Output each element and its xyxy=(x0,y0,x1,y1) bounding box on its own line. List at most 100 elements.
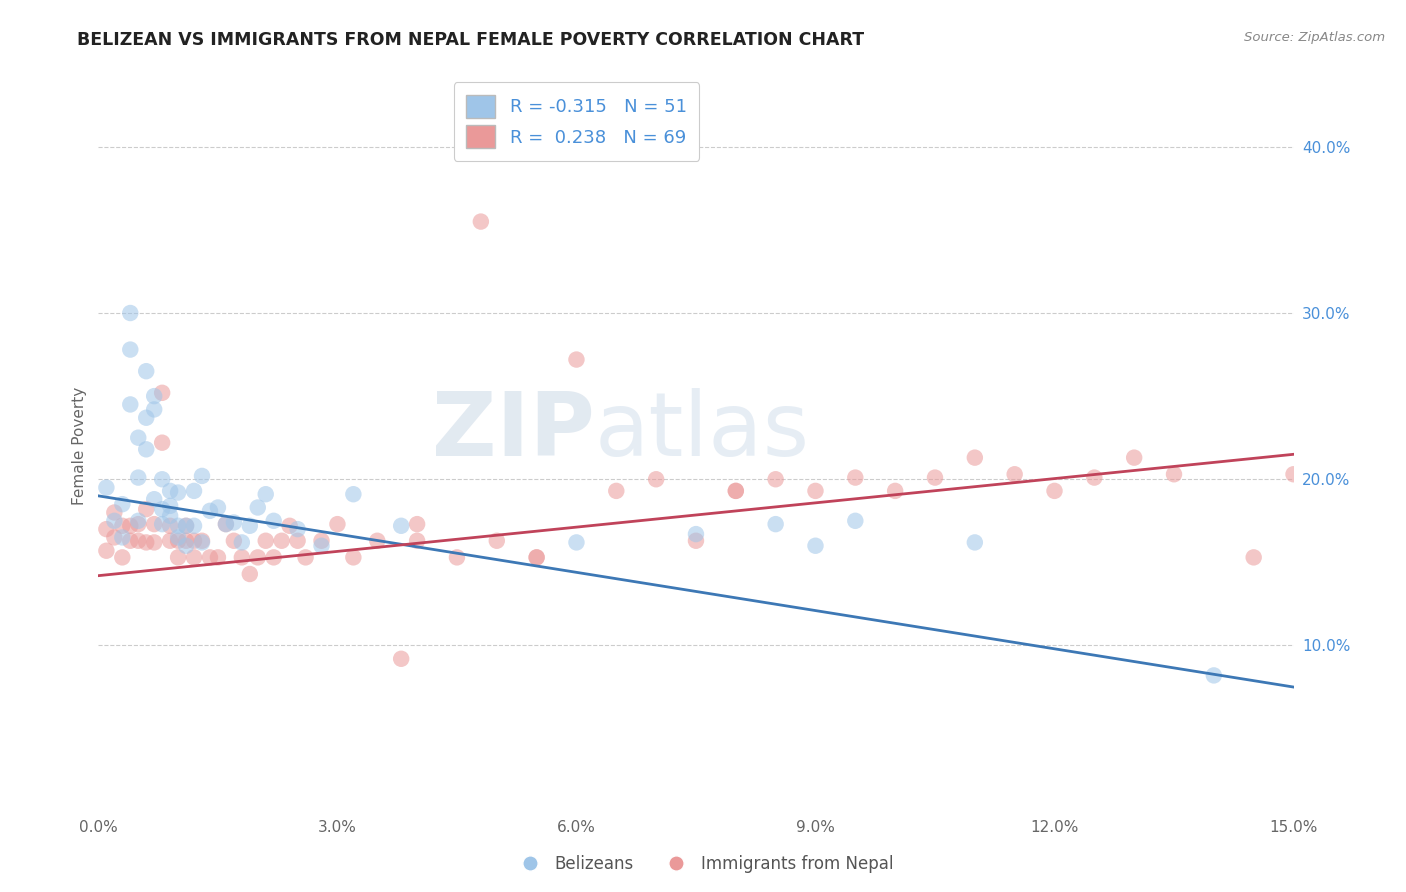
Point xyxy=(263,514,285,528)
Point xyxy=(342,550,364,565)
Point xyxy=(270,533,292,548)
Point xyxy=(1043,483,1066,498)
Point xyxy=(167,550,190,565)
Point xyxy=(120,533,142,548)
Point xyxy=(127,514,149,528)
Point xyxy=(127,517,149,532)
Point xyxy=(135,410,157,425)
Point xyxy=(1004,467,1026,482)
Legend: R = -0.315   N = 51, R =  0.238   N = 69: R = -0.315 N = 51, R = 0.238 N = 69 xyxy=(454,82,699,161)
Point xyxy=(198,504,221,518)
Point xyxy=(924,470,946,484)
Point xyxy=(1083,470,1105,484)
Point xyxy=(804,483,827,498)
Point xyxy=(963,535,986,549)
Point xyxy=(135,364,157,378)
Point xyxy=(565,352,588,367)
Point xyxy=(127,470,149,484)
Point xyxy=(191,533,214,548)
Point xyxy=(159,508,181,523)
Point xyxy=(263,550,285,565)
Point xyxy=(167,530,190,544)
Point xyxy=(287,533,309,548)
Point xyxy=(231,535,253,549)
Point xyxy=(254,487,277,501)
Point xyxy=(1163,467,1185,482)
Text: ZIP: ZIP xyxy=(432,388,595,475)
Point xyxy=(120,397,142,411)
Point xyxy=(111,518,134,533)
Point xyxy=(765,517,787,532)
Point xyxy=(884,483,907,498)
Point xyxy=(207,550,229,565)
Point xyxy=(406,517,429,532)
Point xyxy=(246,500,269,515)
Point xyxy=(1202,668,1225,682)
Point xyxy=(804,539,827,553)
Point xyxy=(446,550,468,565)
Point xyxy=(246,550,269,565)
Point xyxy=(167,518,190,533)
Point xyxy=(605,483,627,498)
Y-axis label: Female Poverty: Female Poverty xyxy=(72,387,87,505)
Point xyxy=(103,530,125,544)
Point xyxy=(366,533,388,548)
Point xyxy=(294,550,316,565)
Legend: Belizeans, Immigrants from Nepal: Belizeans, Immigrants from Nepal xyxy=(506,848,900,880)
Point xyxy=(183,483,205,498)
Point xyxy=(215,517,238,532)
Point xyxy=(103,514,125,528)
Point xyxy=(326,517,349,532)
Point xyxy=(215,517,238,532)
Point xyxy=(127,431,149,445)
Point xyxy=(342,487,364,501)
Point xyxy=(150,435,173,450)
Point xyxy=(96,522,118,536)
Point xyxy=(183,550,205,565)
Point xyxy=(174,518,197,533)
Point xyxy=(231,550,253,565)
Point xyxy=(1282,467,1305,482)
Point xyxy=(135,535,157,549)
Point xyxy=(159,499,181,513)
Point xyxy=(198,550,221,565)
Point xyxy=(526,550,548,565)
Point xyxy=(174,518,197,533)
Point xyxy=(135,442,157,457)
Point xyxy=(96,543,118,558)
Point xyxy=(111,530,134,544)
Point xyxy=(389,652,412,666)
Point xyxy=(159,483,181,498)
Point xyxy=(765,472,787,486)
Point xyxy=(222,533,245,548)
Point xyxy=(159,518,181,533)
Point xyxy=(120,518,142,533)
Point xyxy=(645,472,668,486)
Point xyxy=(207,500,229,515)
Text: BELIZEAN VS IMMIGRANTS FROM NEPAL FEMALE POVERTY CORRELATION CHART: BELIZEAN VS IMMIGRANTS FROM NEPAL FEMALE… xyxy=(77,31,865,49)
Point xyxy=(143,492,166,507)
Point xyxy=(526,550,548,565)
Point xyxy=(150,472,173,486)
Point xyxy=(167,533,190,548)
Point xyxy=(844,470,866,484)
Point xyxy=(565,535,588,549)
Point xyxy=(143,389,166,403)
Point xyxy=(111,497,134,511)
Point xyxy=(963,450,986,465)
Point xyxy=(150,517,173,532)
Point xyxy=(239,518,262,533)
Point xyxy=(724,483,747,498)
Point xyxy=(120,306,142,320)
Point xyxy=(143,517,166,532)
Point xyxy=(135,502,157,516)
Point xyxy=(183,533,205,548)
Point xyxy=(191,535,214,549)
Point xyxy=(844,514,866,528)
Point xyxy=(311,539,333,553)
Point xyxy=(485,533,508,548)
Point xyxy=(685,533,707,548)
Point xyxy=(159,533,181,548)
Point xyxy=(724,483,747,498)
Text: Source: ZipAtlas.com: Source: ZipAtlas.com xyxy=(1244,31,1385,45)
